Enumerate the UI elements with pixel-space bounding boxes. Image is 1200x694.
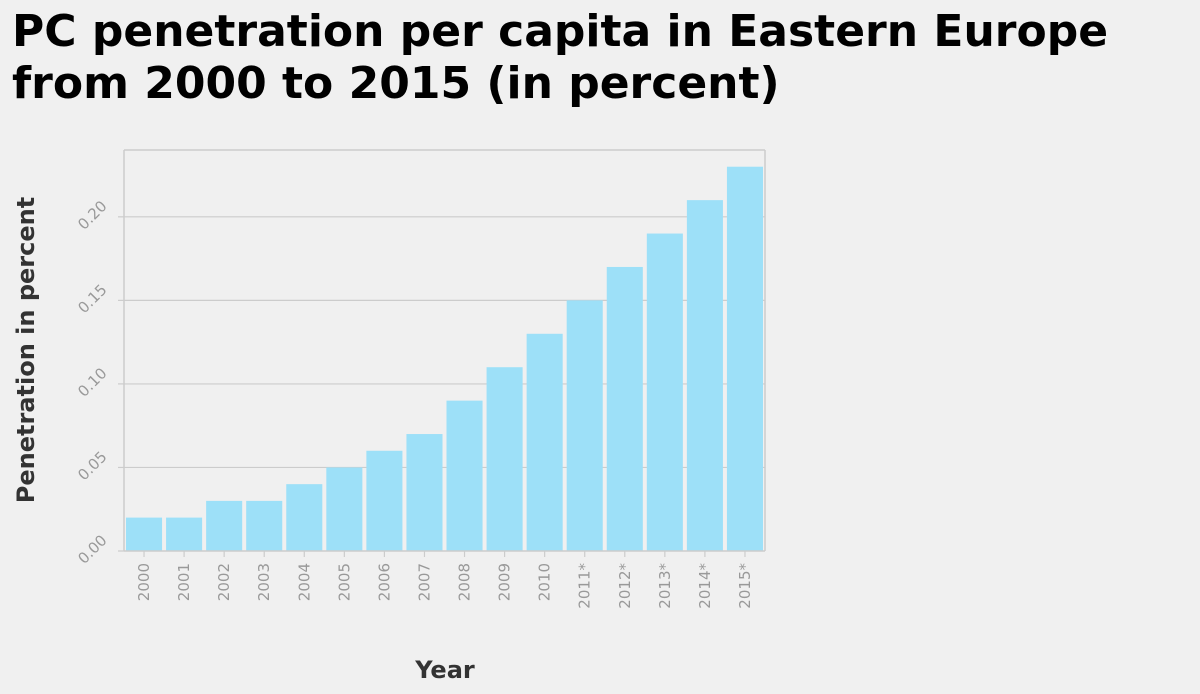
bar-2009 [486, 367, 523, 551]
x-tick-label: 2005 [335, 563, 353, 601]
x-tick-label: 2011* [576, 563, 594, 609]
bar-2005 [326, 467, 363, 551]
y-tick-label: 0.15 [74, 281, 110, 317]
x-tick-label: 2008 [456, 563, 474, 601]
bar-2013-projected [646, 233, 683, 551]
x-tick-label: 2000 [135, 563, 153, 601]
bar-2008 [446, 400, 483, 551]
y-tick-label: 0.05 [74, 448, 110, 484]
axes [118, 149, 766, 557]
chart-title-line-1: PC penetration per capita in Eastern Eur… [12, 6, 1109, 57]
y-axis-label: Penetration in percent [12, 197, 40, 503]
bar-2000 [126, 517, 163, 551]
x-tick-label: 2004 [295, 563, 313, 601]
bar-2006 [366, 450, 403, 551]
bar-2002 [206, 500, 243, 551]
bars [126, 166, 763, 552]
x-tick-label: 2012* [616, 563, 634, 609]
bar-2003 [246, 500, 283, 551]
y-tick-label: 0.00 [74, 531, 110, 567]
x-tick-label: 2007 [415, 563, 433, 601]
bar-2011-projected [566, 300, 603, 551]
x-tick-label: 2003 [255, 563, 273, 601]
x-tick-label: 2002 [215, 563, 233, 601]
bar-2007 [406, 434, 443, 551]
chart-title-line-2: from 2000 to 2015 (in percent) [12, 58, 780, 109]
x-tick-label: 2001 [175, 563, 193, 601]
y-tick-label: 0.20 [74, 197, 110, 233]
x-axis-label: Year [414, 656, 475, 684]
x-tick-label: 2015* [736, 563, 754, 609]
bar-2001 [166, 517, 203, 551]
x-tick-label: 2009 [496, 563, 514, 601]
x-tick-label: 2006 [375, 563, 393, 601]
bar-2012-projected [606, 266, 643, 551]
bar-2014-projected [686, 200, 723, 551]
bar-2010 [526, 333, 563, 551]
bar-2004 [286, 484, 323, 551]
x-tick-label: 2013* [656, 563, 674, 609]
bar-2015-projected [726, 166, 763, 552]
x-tick-label: 2014* [696, 563, 714, 609]
chart-title: PC penetration per capita in Eastern Eur… [12, 6, 1200, 110]
y-tick-label: 0.10 [74, 364, 110, 400]
x-tick-label: 2010 [536, 563, 554, 601]
